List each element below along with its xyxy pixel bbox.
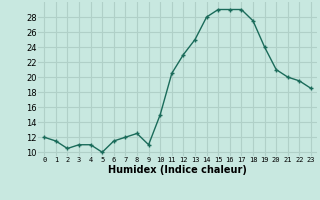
X-axis label: Humidex (Indice chaleur): Humidex (Indice chaleur) bbox=[108, 165, 247, 175]
